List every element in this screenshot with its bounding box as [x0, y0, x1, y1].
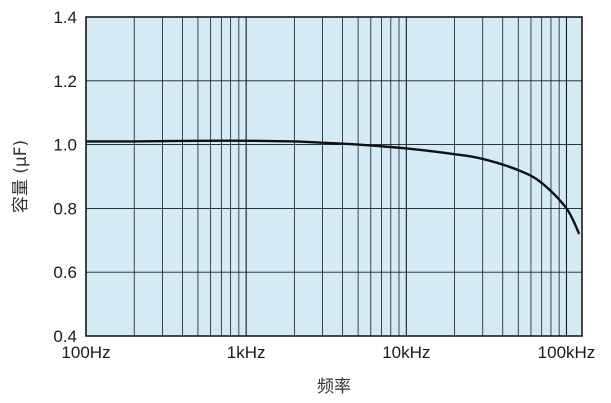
y-tick-label: 1.0: [53, 136, 77, 155]
x-tick-label: 10kHz: [382, 343, 430, 362]
y-axis-title: 容量 (μF): [11, 140, 31, 213]
x-tick-label: 100kHz: [538, 343, 596, 362]
x-tick-label: 100Hz: [61, 343, 110, 362]
y-tick-label: 1.4: [53, 8, 77, 27]
y-tick-label: 0.4: [53, 327, 77, 346]
y-tick-label: 1.2: [53, 72, 77, 91]
y-tick-label: 0.8: [53, 199, 77, 218]
x-axis-title: 频率: [317, 377, 351, 397]
plot-area: [86, 17, 582, 336]
y-tick-label: 0.6: [53, 263, 77, 282]
plot-frame: [85, 16, 583, 337]
x-tick-label: 1kHz: [227, 343, 266, 362]
capacitance-curve: [85, 139, 581, 235]
tick-labels: 0.4 0.6 0.8 1.0 1.2 1.4 100Hz 1kHz 10kHz 100kHz: [53, 8, 595, 362]
